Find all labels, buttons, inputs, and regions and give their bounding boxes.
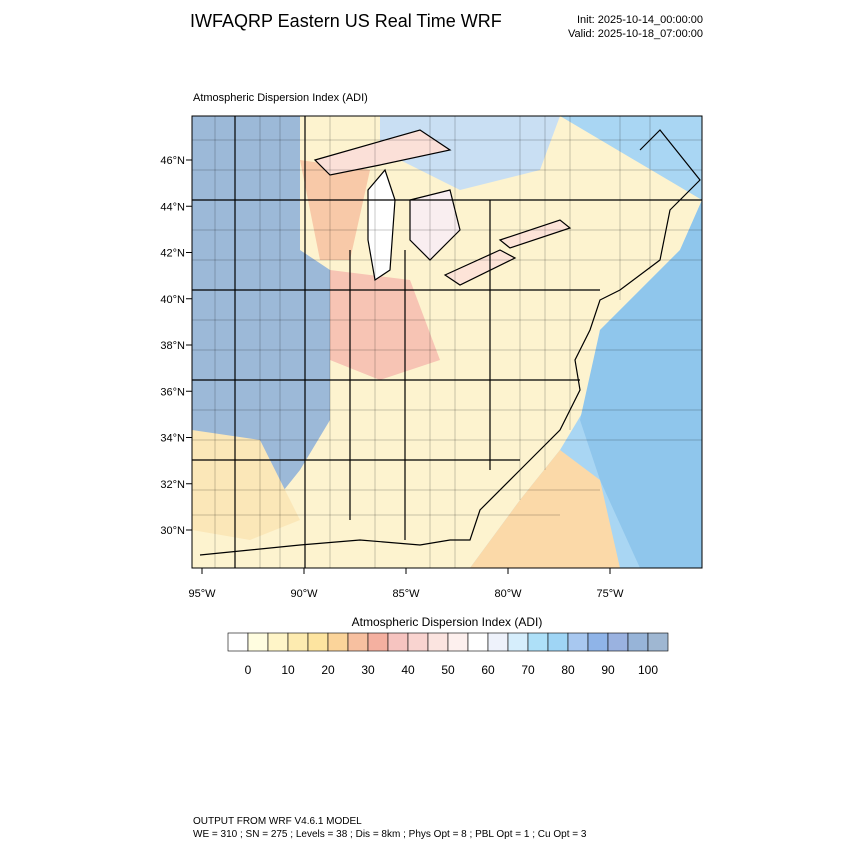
colorbar-swatch [487, 632, 509, 652]
lon-label: 95°W [188, 588, 216, 600]
colorbar-label: 50 [441, 663, 455, 677]
lon-label: 90°W [290, 588, 318, 600]
colorbar-swatch [307, 632, 329, 652]
colorbar-title: Atmospheric Dispersion Index (ADI) [352, 615, 543, 629]
lon-label: 80°W [494, 588, 522, 600]
lat-label: 36°N [160, 386, 185, 398]
lat-label: 40°N [160, 294, 185, 306]
colorbar-swatch [227, 632, 249, 652]
lon-label: 75°W [596, 588, 624, 600]
colorbar-swatch [647, 632, 669, 652]
colorbar-label: 70 [521, 663, 535, 677]
colorbar-swatch [427, 632, 449, 652]
colorbar-label: 30 [361, 663, 375, 677]
footer-line: OUTPUT FROM WRF V4.6.1 MODEL [193, 816, 362, 827]
colorbar-swatch [327, 632, 349, 652]
colorbar-swatch [607, 632, 629, 652]
colorbar-swatch [287, 632, 309, 652]
colorbar-label: 20 [321, 663, 335, 677]
lat-label: 32°N [160, 479, 185, 491]
footer-line: WE = 310 ; SN = 275 ; Levels = 38 ; Dis … [193, 829, 587, 840]
colorbar-swatch [467, 632, 489, 652]
colorbar-swatch [387, 632, 409, 652]
title: IWFAQRP Eastern US Real Time WRF [190, 11, 502, 31]
colorbar-swatch [627, 632, 649, 652]
colorbar-label: 0 [245, 663, 252, 677]
colorbar-swatch [407, 632, 429, 652]
colorbar-swatch [547, 632, 569, 652]
map [192, 116, 702, 568]
colorbar-swatch [347, 632, 369, 652]
colorbar-swatch [527, 632, 549, 652]
colorbar-swatch [507, 632, 529, 652]
map-frame [191, 115, 703, 569]
lat-label: 34°N [160, 433, 185, 445]
colorbar-label: 40 [401, 663, 415, 677]
map-subtitle: Atmospheric Dispersion Index (ADI) [193, 92, 368, 104]
colorbar-label: 80 [561, 663, 575, 677]
colorbar-swatch [587, 632, 609, 652]
colorbar-label: 10 [281, 663, 295, 677]
lat-label: 46°N [160, 155, 185, 167]
lon-label: 85°W [392, 588, 420, 600]
colorbar-label: 60 [481, 663, 495, 677]
colorbar-swatch [447, 632, 469, 652]
colorbar-swatch [567, 632, 589, 652]
lat-label: 38°N [160, 340, 185, 352]
valid-time: Valid: 2025-10-18_07:00:00 [568, 28, 703, 40]
colorbar-swatch [267, 632, 289, 652]
colorbar-swatch [367, 632, 389, 652]
colorbar-label: 100 [638, 663, 658, 677]
lat-label: 30°N [160, 525, 185, 537]
lat-label: 44°N [160, 201, 185, 213]
colorbar-swatch [247, 632, 269, 652]
init-time: Init: 2025-10-14_00:00:00 [577, 14, 703, 26]
colorbar-label: 90 [601, 663, 615, 677]
lat-label: 42°N [160, 248, 185, 260]
